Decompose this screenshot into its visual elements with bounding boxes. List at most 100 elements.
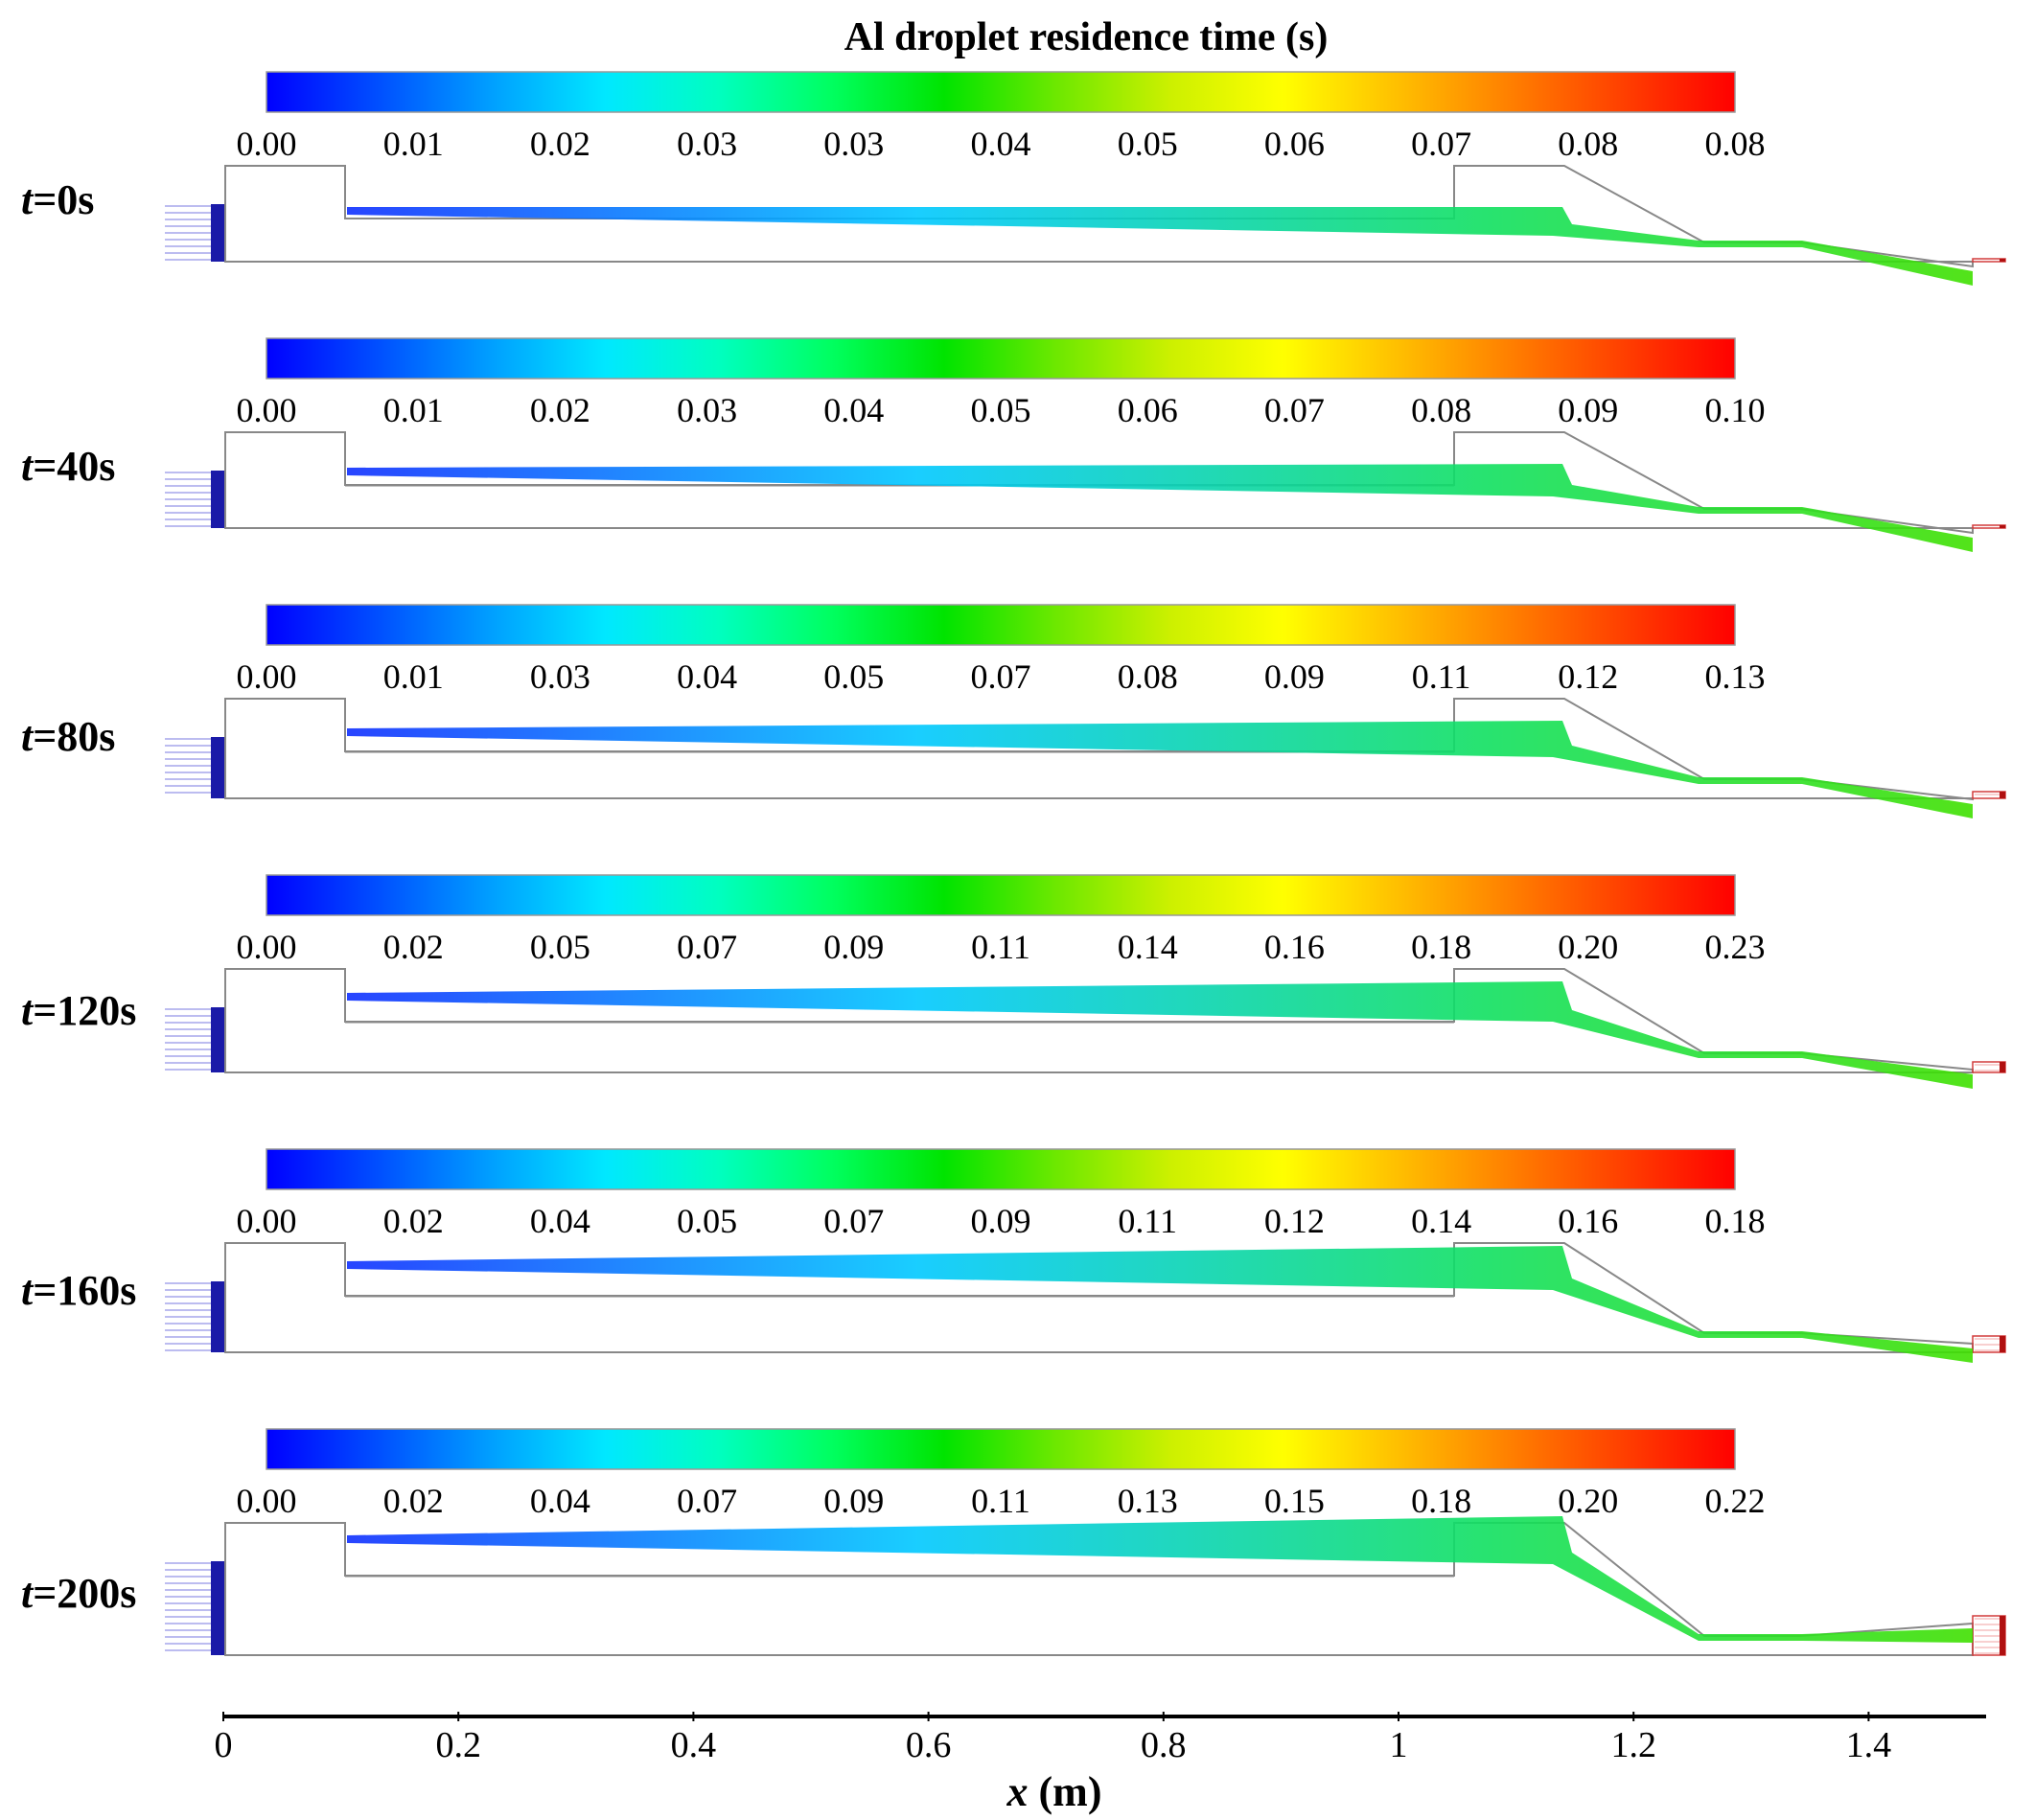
colorbar [266, 874, 1736, 916]
colorbar-tick-label: 0.18 [1411, 928, 1471, 966]
colorbar-tick-label: 0.11 [971, 928, 1030, 966]
inlet-boundary [165, 1007, 224, 1072]
time-label: t=40s [21, 443, 115, 490]
colorbar-tick-label: 0.11 [1412, 657, 1471, 696]
combustor-boundary [224, 968, 1974, 1073]
colorbar [266, 71, 1736, 113]
colorbar-tick-label: 0.03 [677, 391, 737, 429]
inner-wall [345, 1022, 1454, 1024]
colorbar-tick-label: 0.16 [1264, 928, 1325, 966]
colorbar-tick-label: 0.02 [383, 928, 444, 966]
droplet-trajectories [347, 464, 1973, 552]
colorbar-tick-label: 0.08 [1118, 657, 1178, 696]
colorbar-tick-label: 0.04 [823, 391, 884, 429]
colorbar-tick-label: 0.09 [1264, 657, 1325, 696]
colorbar-tick-label: 0.02 [530, 391, 590, 429]
colorbar-tick-label: 0.02 [383, 1202, 444, 1240]
colorbar-tick-label: 0.05 [1118, 125, 1178, 163]
outlet-boundary [1972, 1061, 2006, 1073]
time-label: t=120s [21, 987, 136, 1034]
colorbar-tick-label: 0.13 [1118, 1482, 1178, 1520]
colorbar-tick-label: 0.14 [1411, 1202, 1471, 1240]
outlet-boundary [1972, 524, 2006, 529]
x-tick-label: 0 [215, 1725, 233, 1765]
colorbar-tick-label: 0.05 [677, 1202, 737, 1240]
colorbar-tick-label: 0.07 [677, 1482, 737, 1520]
colorbar-tick-label: 0.20 [1558, 1482, 1618, 1520]
colorbar-tick-label: 0.06 [1118, 391, 1178, 429]
colorbar-tick-label: 0.00 [237, 657, 297, 696]
inner-wall [345, 1576, 1454, 1578]
colorbar-tick-label: 0.02 [383, 1482, 444, 1520]
colorbar-tick-label: 0.16 [1558, 1202, 1618, 1240]
colorbar-tick-label: 0.03 [677, 125, 737, 163]
colorbar-tick-label: 0.01 [383, 657, 444, 696]
colorbar-tick-label: 0.18 [1705, 1202, 1766, 1240]
time-label: t=160s [21, 1267, 136, 1314]
panel: 0.00 0.02 0.05 0.07 0.09 0.11 0.14 0.16 0.18 0.20… [21, 874, 2006, 1089]
colorbar-tick-label: 0.23 [1705, 928, 1766, 966]
figure-title: Al droplet residence time (s) [844, 15, 1329, 59]
droplet-trajectories [347, 981, 1973, 1089]
colorbar-tick-label: 0.02 [530, 125, 590, 163]
time-label: t=0s [21, 176, 94, 223]
inlet-boundary [165, 1561, 224, 1655]
colorbar-tick-label: 0.14 [1118, 928, 1178, 966]
x-tick-label: 1.2 [1610, 1725, 1656, 1765]
colorbar-tick-label: 0.11 [1118, 1202, 1177, 1240]
outlet-boundary [1972, 1615, 2006, 1656]
inner-wall [345, 751, 1454, 753]
panel: 0.00 0.02 0.04 0.05 0.07 0.09 0.11 0.12 0.14 0.16… [21, 1148, 2006, 1363]
droplet-trajectories [347, 721, 1973, 818]
colorbar-tick-label: 0.05 [530, 928, 590, 966]
colorbar-tick-label: 0.03 [530, 657, 590, 696]
panel: 0.00 0.01 0.02 0.03 0.04 0.05 0.06 0.07 0.08 0.09… [21, 337, 2006, 552]
outlet-boundary [1972, 258, 2006, 263]
colorbar [266, 604, 1736, 646]
time-label: t=200s [21, 1570, 136, 1617]
outlet-boundary [1972, 791, 2006, 799]
combustor-boundary [224, 1522, 1974, 1656]
colorbar-tick-label: 0.08 [1705, 125, 1766, 163]
panel: 0.00 0.01 0.02 0.03 0.03 0.04 0.05 0.06 0.07 0.08… [21, 71, 2006, 286]
colorbar-tick-label: 0.13 [1705, 657, 1766, 696]
inlet-boundary [165, 204, 224, 262]
droplet-trajectories [347, 1246, 1973, 1363]
colorbar-tick-label: 0.06 [1264, 125, 1325, 163]
droplet-trajectories [347, 1516, 1973, 1643]
colorbar-tick-label: 0.04 [677, 657, 737, 696]
x-tick-label: 0.6 [906, 1725, 952, 1765]
colorbar-tick-label: 0.07 [823, 1202, 884, 1240]
colorbar-tick-label: 0.11 [971, 1482, 1030, 1520]
colorbar-tick-label: 0.01 [383, 125, 444, 163]
colorbar-tick-label: 0.00 [237, 125, 297, 163]
combustor-boundary [224, 165, 1974, 268]
colorbar-tick-label: 0.04 [530, 1482, 590, 1520]
panel: 0.00 0.01 0.03 0.04 0.05 0.07 0.08 0.09 0.11 0.12… [21, 604, 2006, 818]
x-tick-label: 1 [1390, 1725, 1408, 1765]
x-tick-label: 0.8 [1141, 1725, 1187, 1765]
colorbar-tick-label: 0.10 [1705, 391, 1766, 429]
colorbar-tick-label: 0.00 [237, 928, 297, 966]
colorbar-tick-label: 0.12 [1558, 657, 1618, 696]
outlet-boundary [1972, 1335, 2006, 1353]
colorbar-tick-label: 0.05 [823, 657, 884, 696]
colorbar-tick-label: 0.07 [1411, 125, 1471, 163]
colorbar-tick-label: 0.01 [383, 391, 444, 429]
colorbar-tick-label: 0.07 [677, 928, 737, 966]
combustor-boundary [224, 698, 1974, 801]
colorbar-tick-label: 0.18 [1411, 1482, 1471, 1520]
colorbar-tick-label: 0.22 [1705, 1482, 1766, 1520]
combustor-boundary [224, 1242, 1974, 1353]
colorbar [266, 1148, 1736, 1190]
colorbar-tick-label: 0.09 [823, 928, 884, 966]
colorbar-tick-label: 0.03 [823, 125, 884, 163]
combustor-boundary [224, 431, 1974, 535]
colorbar-tick-label: 0.08 [1558, 125, 1618, 163]
x-tick-label: 1.4 [1846, 1725, 1892, 1765]
colorbar-tick-label: 0.04 [971, 125, 1031, 163]
colorbar-tick-label: 0.00 [237, 1202, 297, 1240]
colorbar-tick-label: 0.15 [1264, 1482, 1325, 1520]
colorbar-tick-label: 0.05 [971, 391, 1031, 429]
x-tick-label: 0.2 [435, 1725, 481, 1765]
